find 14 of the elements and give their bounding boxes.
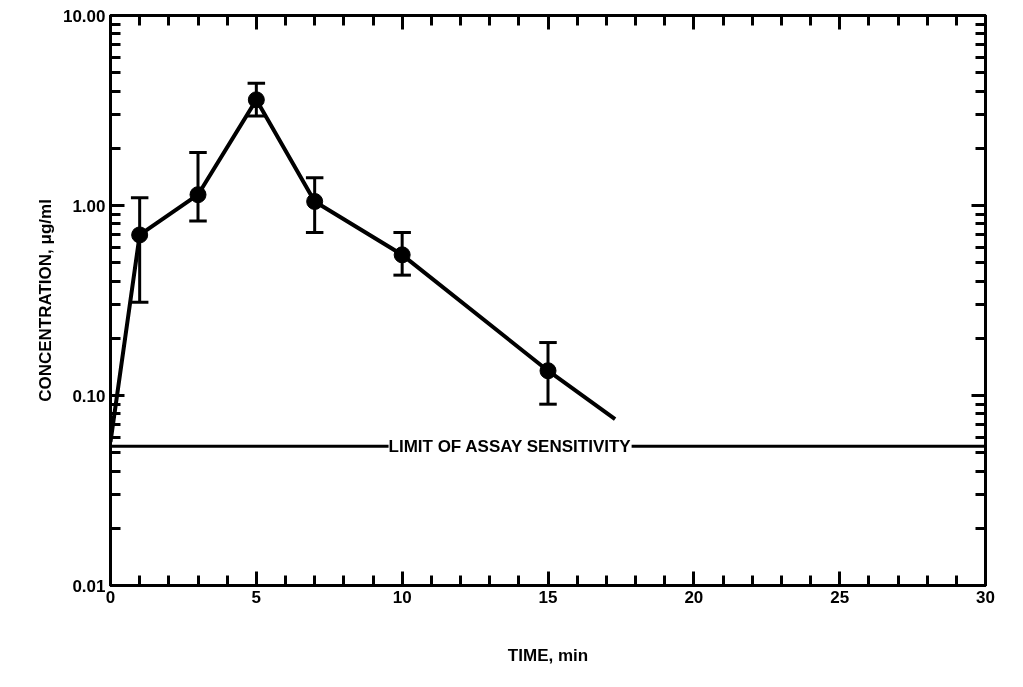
x-tick-label: 30 <box>976 587 995 607</box>
y-tick-label: 0.10 <box>72 386 106 406</box>
y-tick-label: 10.00 <box>62 6 106 26</box>
x-tick-label: 5 <box>251 587 262 607</box>
x-tick-label: 15 <box>538 587 558 607</box>
x-axis-title: TIME, min <box>507 645 589 665</box>
y-axis-title: CONCENTRATION, μg/ml <box>35 199 55 402</box>
x-tick-label: 25 <box>830 587 850 607</box>
y-tick-label: 0.01 <box>72 576 106 596</box>
ref-line-label: LIMIT OF ASSAY SENSITIVITY <box>388 436 632 456</box>
x-tick-label: 20 <box>684 587 704 607</box>
y-tick-label: 1.00 <box>72 196 106 216</box>
x-tick-label: 0 <box>105 587 116 607</box>
x-tick-label: 10 <box>392 587 412 607</box>
